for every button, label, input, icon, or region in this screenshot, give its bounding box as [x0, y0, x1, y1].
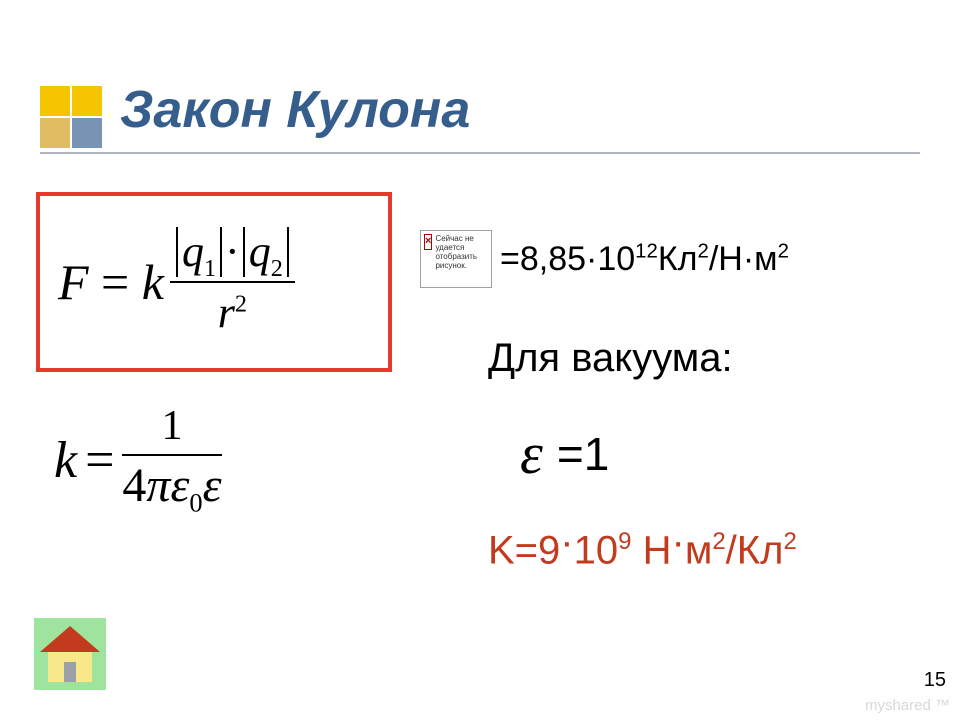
broken-image-text: Сейчас не удается отобразить рисунок. — [435, 234, 488, 270]
title-underline — [40, 152, 920, 154]
epsilon-equals-one: ε =1 — [520, 420, 609, 487]
watermark: myshared ™ — [865, 697, 950, 714]
eps: ε — [203, 459, 222, 512]
broken-x-icon: × — [424, 234, 432, 250]
unit-m: м — [685, 528, 713, 572]
unit-kl-exp: 2 — [783, 528, 796, 555]
bullet-square — [72, 86, 102, 116]
title-bullet-icon — [40, 86, 102, 148]
unit-nm-exp: 2 — [778, 241, 789, 263]
var-r: r — [218, 288, 235, 337]
sub-0: 0 — [189, 488, 202, 518]
equals-one: =1 — [557, 427, 609, 481]
ten: 10 — [574, 528, 619, 572]
equals-sign: = — [85, 431, 114, 490]
exp-9: 9 — [618, 528, 631, 555]
pi: π — [146, 459, 170, 512]
unit-m-exp: 2 — [712, 528, 725, 555]
eps0: ε — [170, 459, 189, 512]
coulomb-formula: F = k q1·q2 r2 — [58, 208, 378, 356]
k-value: K=9·109 Н·м2/Кл2 — [488, 528, 797, 573]
unit-nm: /Н·м — [709, 240, 778, 278]
equals-sign: = — [101, 254, 129, 310]
unit-kl-exp: 2 — [698, 241, 709, 263]
bullet-square — [72, 118, 102, 148]
var-q1: q — [182, 227, 204, 276]
unit-kl: /Кл — [726, 528, 784, 572]
eps0-value: =8,85·1012Кл2/Н·м2 — [500, 240, 789, 279]
exp-2: 2 — [235, 291, 247, 318]
var-k: k — [142, 254, 164, 310]
epsilon-symbol: ε — [520, 420, 543, 487]
eps0-prefix: =8,85·10 — [500, 240, 635, 278]
page-title: Закон Кулона — [120, 80, 470, 140]
page-number: 15 — [924, 669, 946, 692]
numerator-1: 1 — [122, 402, 221, 454]
broken-image-icon: × Сейчас не удается отобразить рисунок. — [420, 230, 492, 288]
dot: · — [560, 520, 573, 564]
sub-2: 2 — [271, 255, 283, 282]
bullet-square — [40, 86, 70, 116]
var-q2: q — [249, 227, 271, 276]
eps0-exp: 12 — [635, 241, 658, 263]
unit-kl: Кл — [658, 240, 698, 278]
const-4: 4 — [122, 459, 146, 512]
sub-1: 1 — [204, 255, 216, 282]
coulomb-formula-box: F = k q1·q2 r2 — [36, 192, 392, 372]
k-eq-9: K=9 — [488, 528, 560, 572]
dot: · — [671, 520, 684, 564]
var-k: k — [54, 431, 77, 490]
var-F: F — [58, 254, 89, 310]
k-formula: k = 1 4πε0ε — [54, 402, 222, 519]
unit-n: Н — [631, 528, 671, 572]
dot: · — [225, 227, 240, 276]
home-icon[interactable] — [34, 618, 106, 690]
vacuum-label: Для вакуума: — [488, 336, 733, 381]
bullet-square — [40, 118, 70, 148]
